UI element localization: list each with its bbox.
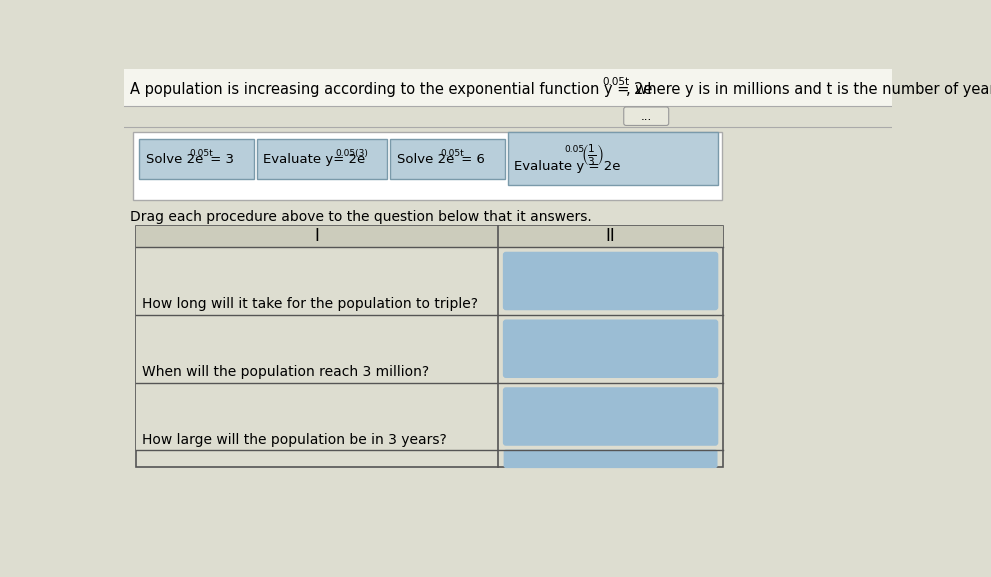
Text: Evaluate y= 2e: Evaluate y= 2e [264,153,366,166]
FancyBboxPatch shape [258,138,387,178]
Text: Solve 2e: Solve 2e [396,153,454,166]
Text: II: II [606,227,615,245]
FancyBboxPatch shape [502,387,718,446]
FancyBboxPatch shape [503,449,717,468]
Text: 0.05t: 0.05t [603,77,630,87]
Text: ...: ... [640,110,652,123]
FancyBboxPatch shape [136,315,498,383]
Text: Solve 2e: Solve 2e [146,153,203,166]
Text: , where y is in millions and t is the number of years.: , where y is in millions and t is the nu… [626,81,991,96]
Text: 0.05t: 0.05t [440,149,464,159]
Text: 0.05(3): 0.05(3) [335,149,369,159]
FancyBboxPatch shape [623,107,669,125]
Text: Evaluate y = 2e: Evaluate y = 2e [514,160,621,173]
Text: = 6: = 6 [457,153,485,166]
Text: Drag each procedure above to the question below that it answers.: Drag each procedure above to the questio… [130,210,592,224]
FancyBboxPatch shape [136,226,723,467]
FancyBboxPatch shape [390,138,505,178]
Text: How long will it take for the population to triple?: How long will it take for the population… [142,297,478,311]
Text: How large will the population be in 3 years?: How large will the population be in 3 ye… [142,433,447,447]
FancyBboxPatch shape [124,69,892,106]
Text: $\left(\frac{1}{3}\right)$: $\left(\frac{1}{3}\right)$ [581,143,604,168]
FancyBboxPatch shape [140,138,254,178]
Text: I: I [314,227,319,245]
FancyBboxPatch shape [508,132,717,185]
Text: = 3: = 3 [206,153,234,166]
Text: 0.05t: 0.05t [189,149,213,159]
FancyBboxPatch shape [502,320,718,378]
FancyBboxPatch shape [502,252,718,310]
Text: 0.05: 0.05 [564,145,585,154]
Text: When will the population reach 3 million?: When will the population reach 3 million… [142,365,429,379]
Text: A population is increasing according to the exponential function y = 2e: A population is increasing according to … [130,81,652,96]
FancyBboxPatch shape [133,132,722,200]
FancyBboxPatch shape [136,383,498,451]
FancyBboxPatch shape [136,226,723,247]
FancyBboxPatch shape [136,247,498,315]
